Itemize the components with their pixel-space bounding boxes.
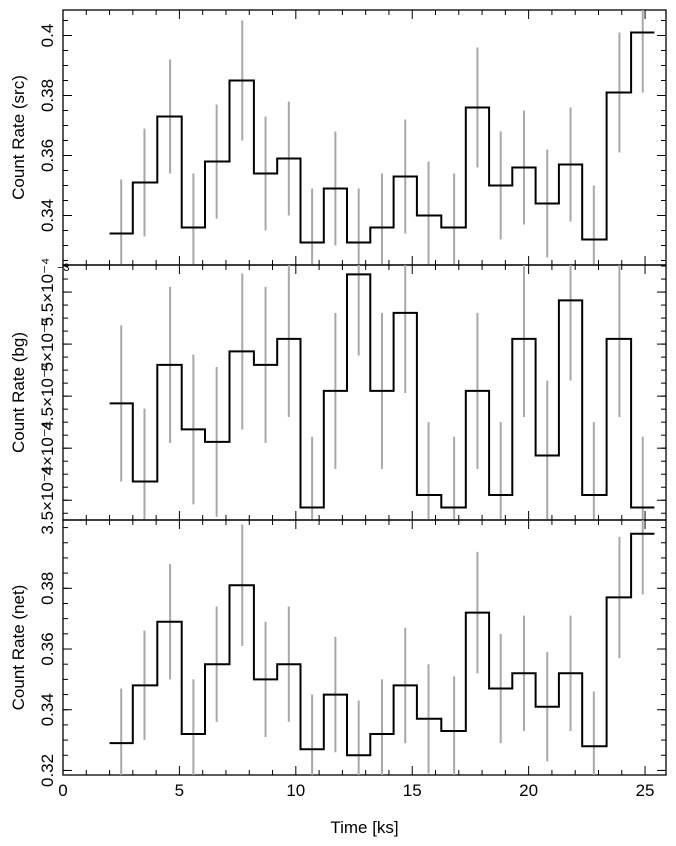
y-tick-label: 0.36 xyxy=(38,632,57,665)
y-tick-label: 0.38 xyxy=(38,572,57,605)
step-line-bg xyxy=(109,273,655,509)
x-tick-label: 5 xyxy=(175,781,184,800)
y-tick-label: 0.34 xyxy=(38,693,57,726)
x-tick-label: 15 xyxy=(403,781,422,800)
x-axis-title: Time [ks] xyxy=(330,818,398,837)
step-line-net xyxy=(109,532,655,757)
y-tick-label: 0.32 xyxy=(38,754,57,787)
y-tick-label: 3.5×10⁻⁴ xyxy=(38,466,57,535)
x-tick-label: 10 xyxy=(286,781,305,800)
y-tick-label: 0.38 xyxy=(38,79,57,112)
y-tick-label: 4.5×10⁻⁴ xyxy=(38,362,57,431)
x-tick-label: 0 xyxy=(58,781,67,800)
y-tick-label: 0.34 xyxy=(38,199,57,232)
y-axis-title-net: Count Rate (net) xyxy=(9,585,28,711)
y-tick-label: 0.4 xyxy=(38,24,57,48)
panel-frame xyxy=(62,9,667,266)
panel-net: 0.32 0.34 0.36 0.38 Count Rate (net) 0 5 10 15 20… xyxy=(9,519,667,837)
x-tick-label: 25 xyxy=(636,781,655,800)
y-tick-label: 0.36 xyxy=(38,139,57,172)
y-exponent-label: −3 xyxy=(57,262,70,274)
panel-src: 0.34 0.36 0.38 0.4 Count Rate (src) xyxy=(9,9,667,266)
y-tick-label: 4×10⁻⁴ xyxy=(38,421,57,476)
panel-frame xyxy=(62,519,667,776)
y-tick-label: 5.5×10⁻⁴ xyxy=(38,258,57,327)
y-tick-label: 5×10⁻⁴ xyxy=(38,317,57,372)
y-axis-title-src: Count Rate (src) xyxy=(9,75,28,200)
x-tick-label: 20 xyxy=(519,781,538,800)
panel-bg: 3.5×10⁻⁴4×10⁻⁴4.5×10⁻⁴5×10⁻⁴5.5×10⁻⁴ Coun… xyxy=(9,258,667,535)
y-axis-title-bg: Count Rate (bg) xyxy=(9,332,28,453)
step-line-src xyxy=(109,31,655,244)
